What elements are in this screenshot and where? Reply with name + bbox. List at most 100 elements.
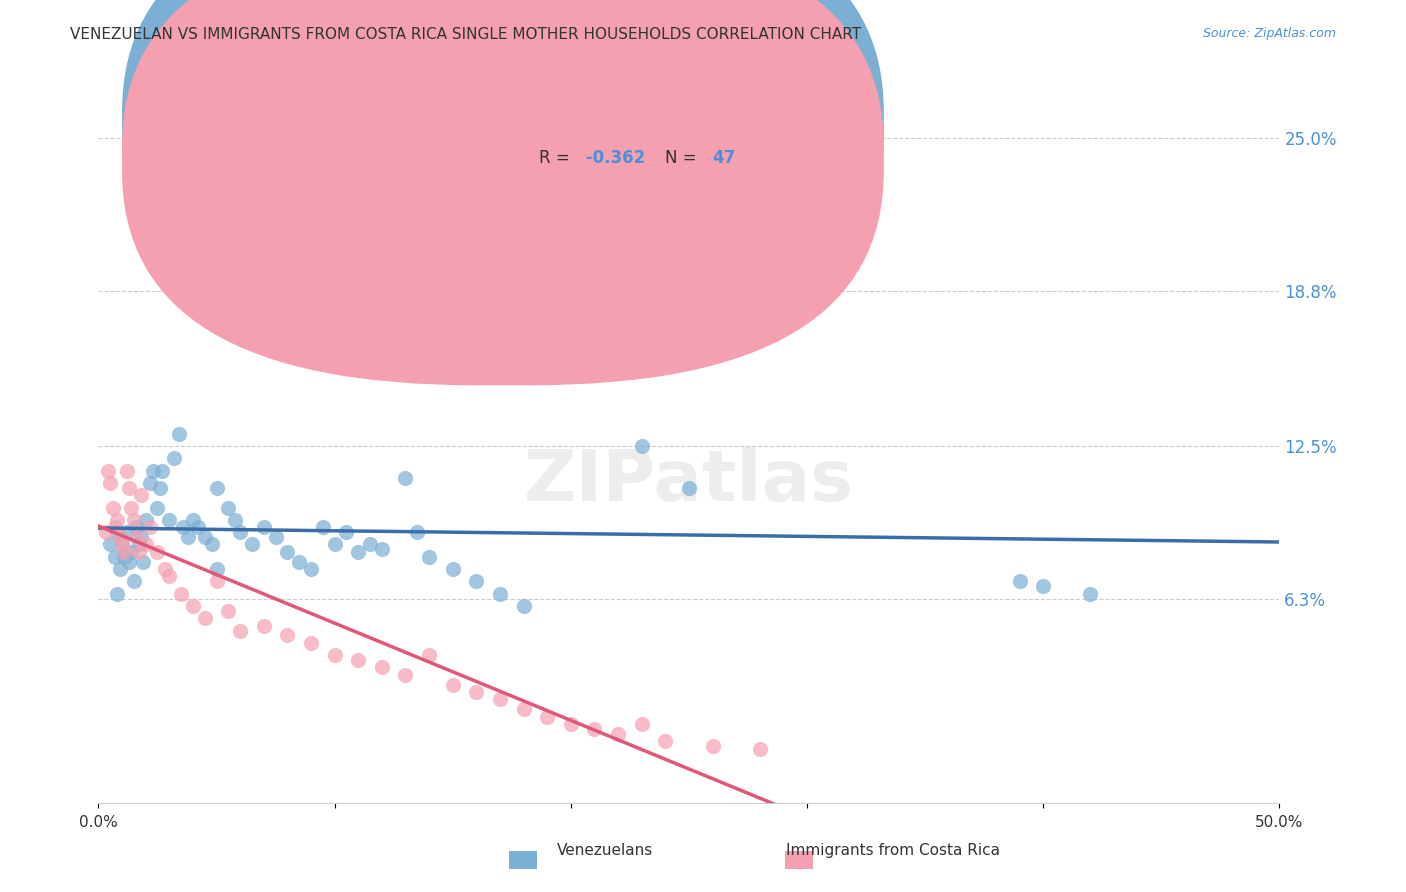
Point [276, 545, 298, 559]
Point [217, 604, 239, 618]
Text: N =: N = [665, 150, 697, 168]
Point [748, 741, 770, 756]
Point [335, 525, 357, 540]
Point [465, 685, 488, 699]
Point [132, 555, 155, 569]
Point [654, 734, 676, 748]
Point [98, 475, 121, 490]
Point [129, 530, 152, 544]
Point [125, 530, 148, 544]
Point [323, 537, 346, 551]
Text: ZIPatlas: ZIPatlas [524, 447, 853, 516]
Point [108, 562, 131, 576]
Point [264, 530, 287, 544]
Point [205, 562, 228, 576]
Point [229, 525, 252, 540]
Point [323, 648, 346, 662]
Point [418, 549, 440, 564]
Point [371, 660, 394, 674]
Point [299, 636, 322, 650]
Point [104, 520, 127, 534]
Point [536, 709, 558, 723]
Point [149, 481, 172, 495]
Point [115, 525, 138, 540]
Point [112, 549, 135, 564]
Point [217, 500, 239, 515]
Point [276, 628, 298, 642]
Point [607, 727, 630, 741]
Text: 50.0%: 50.0% [1256, 815, 1303, 830]
Point [97, 464, 120, 478]
Point [489, 587, 512, 601]
Point [1032, 579, 1054, 593]
Point [115, 464, 138, 478]
Point [170, 587, 193, 601]
Text: 60: 60 [713, 115, 735, 133]
Point [181, 599, 204, 613]
Point [146, 500, 169, 515]
Point [187, 520, 209, 534]
Text: 0.113: 0.113 [586, 115, 650, 133]
Point [205, 574, 228, 589]
Text: -0.362: -0.362 [581, 150, 645, 168]
Point [146, 545, 169, 559]
Point [104, 549, 127, 564]
Point [312, 520, 335, 534]
Point [163, 451, 186, 466]
Point [224, 513, 246, 527]
Point [101, 500, 124, 515]
Point [288, 555, 311, 569]
Point [105, 513, 128, 527]
Text: 0.0%: 0.0% [79, 815, 118, 830]
Point [359, 537, 381, 551]
Point [489, 692, 512, 706]
Point [167, 426, 190, 441]
Text: Source: ZipAtlas.com: Source: ZipAtlas.com [1202, 27, 1336, 40]
Point [135, 513, 157, 527]
Point [111, 537, 134, 551]
Point [583, 722, 606, 736]
Point [118, 555, 141, 569]
Point [139, 475, 162, 490]
Point [702, 739, 724, 754]
Point [441, 562, 464, 576]
Point [157, 513, 180, 527]
Point [122, 574, 145, 589]
Point [194, 611, 217, 625]
Point [118, 481, 141, 495]
Point [139, 520, 162, 534]
Point [128, 545, 150, 559]
Point [125, 520, 148, 534]
Point [512, 702, 534, 716]
FancyBboxPatch shape [453, 93, 831, 189]
Point [153, 562, 176, 576]
Text: Immigrants from Costa Rica: Immigrants from Costa Rica [786, 843, 1000, 857]
Point [135, 537, 157, 551]
Text: R =: R = [538, 150, 569, 168]
Point [299, 562, 322, 576]
Point [121, 500, 143, 515]
Point [94, 525, 117, 540]
Point [371, 542, 394, 557]
Point [112, 545, 135, 559]
Point [560, 717, 582, 731]
Text: Venezuelans: Venezuelans [557, 843, 652, 857]
Point [1008, 574, 1031, 589]
Point [441, 678, 464, 692]
Point [347, 653, 370, 667]
Point [105, 587, 128, 601]
Point [129, 488, 152, 502]
Point [630, 717, 652, 731]
Text: R =: R = [538, 115, 569, 133]
Point [98, 537, 121, 551]
Point [128, 537, 150, 551]
Point [394, 471, 416, 485]
Point [108, 530, 131, 544]
Point [512, 599, 534, 613]
Point [1080, 587, 1102, 601]
Point [111, 537, 134, 551]
Point [229, 624, 252, 638]
Point [172, 520, 194, 534]
Text: N =: N = [665, 115, 697, 133]
Point [105, 525, 128, 540]
